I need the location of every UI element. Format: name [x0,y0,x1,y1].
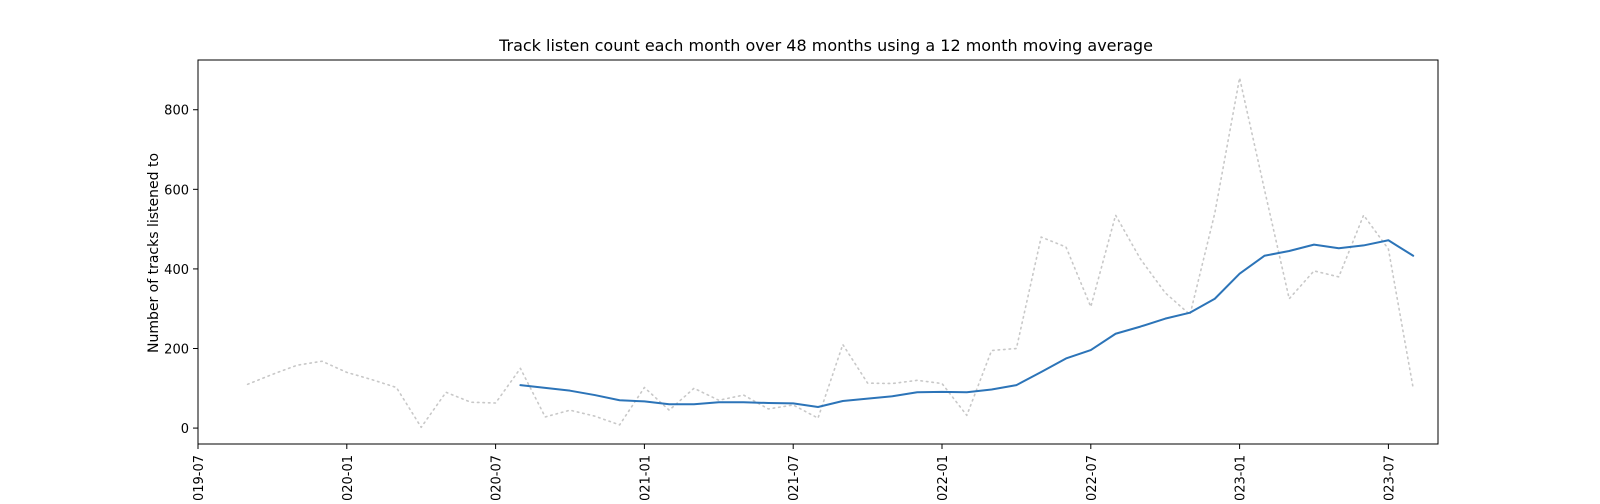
y-axis-label: Number of tracks listened to [146,153,162,353]
x-tick-label: 023-07 [1382,455,1397,500]
x-tick-label: 019-07 [192,455,207,500]
series-layer [246,77,1415,429]
x-axis: 019-07 020-01 020-07 021-01 021-07 022-01 022-… [192,444,1397,501]
x-tick-label: 020-07 [490,455,505,500]
x-tick-label: 023-01 [1234,455,1249,500]
y-tick-label: 600 [164,183,189,198]
y-tick-label: 0 [181,422,189,437]
y-axis: 0 200 400 600 800 [164,104,198,437]
x-tick-label: 021-07 [787,455,802,500]
x-tick-label: 021-01 [638,455,653,500]
plot-frame [197,59,1439,445]
x-tick-label: 020-01 [341,455,356,500]
x-tick-label: 022-01 [936,455,951,500]
x-tick-label: 022-07 [1085,455,1100,500]
y-tick-label: 400 [164,263,189,278]
raw-monthly-count-line [246,77,1414,429]
y-tick-label: 800 [164,104,189,119]
chart-title: Track listen count each month over 48 mo… [498,36,1153,55]
moving-average-line [519,239,1415,408]
y-tick-label: 200 [164,342,189,357]
